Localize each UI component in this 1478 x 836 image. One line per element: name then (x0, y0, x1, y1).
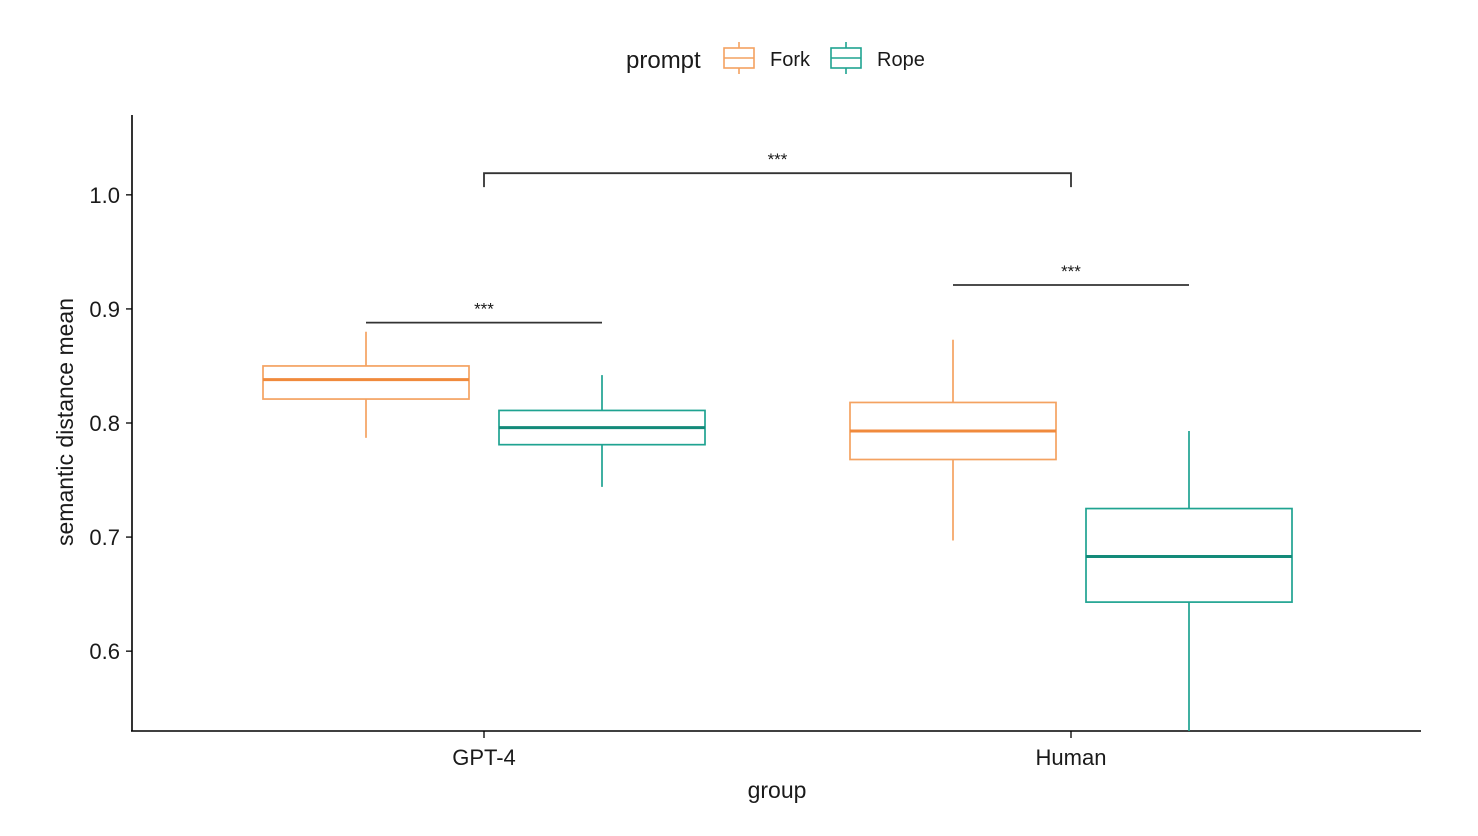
x-axis-title: group (748, 777, 807, 803)
x-tick-label: GPT-4 (452, 745, 516, 770)
significance-label: *** (474, 300, 494, 319)
y-axis-title: semantic distance mean (52, 298, 78, 546)
y-tick-label: 0.9 (89, 297, 120, 322)
legend-item-rope: Rope (830, 42, 925, 74)
y-tick-label: 0.8 (89, 411, 120, 436)
legend-key-rope (830, 42, 862, 74)
significance-1: *** (366, 300, 602, 324)
box-rope-gpt-4 (498, 375, 706, 487)
y-tick-label: 0.6 (89, 639, 120, 664)
y-tick-label: 0.7 (89, 525, 120, 550)
box-fork-human (849, 339, 1057, 541)
legend-label: Rope (877, 49, 925, 71)
x-tick-label: Human (1036, 745, 1107, 770)
significance-bracket (483, 172, 1072, 188)
legend-title: prompt (626, 47, 701, 74)
x-ticks: GPT-4 Human (452, 731, 1106, 770)
y-tick-label: 1.0 (89, 183, 120, 208)
legend-items: Fork Rope (723, 42, 925, 74)
iqr-box (262, 365, 470, 400)
boxplots (262, 331, 1293, 731)
legend-item-fork: Fork (723, 42, 811, 74)
legend-label: Fork (770, 49, 811, 71)
significance-3: *** (483, 150, 1072, 188)
significance-label: *** (1061, 262, 1081, 281)
box-fork-gpt-4 (262, 331, 470, 438)
significance-annotations: *** *** *** (366, 150, 1189, 324)
box-rope-human (1085, 430, 1293, 731)
significance-label: *** (768, 150, 788, 169)
y-ticks: 0.6 0.7 0.8 0.9 1.0 (89, 183, 132, 664)
legend: prompt Fork Rope (626, 42, 925, 74)
legend-key-fork (723, 42, 755, 74)
significance-2: *** (953, 262, 1189, 286)
